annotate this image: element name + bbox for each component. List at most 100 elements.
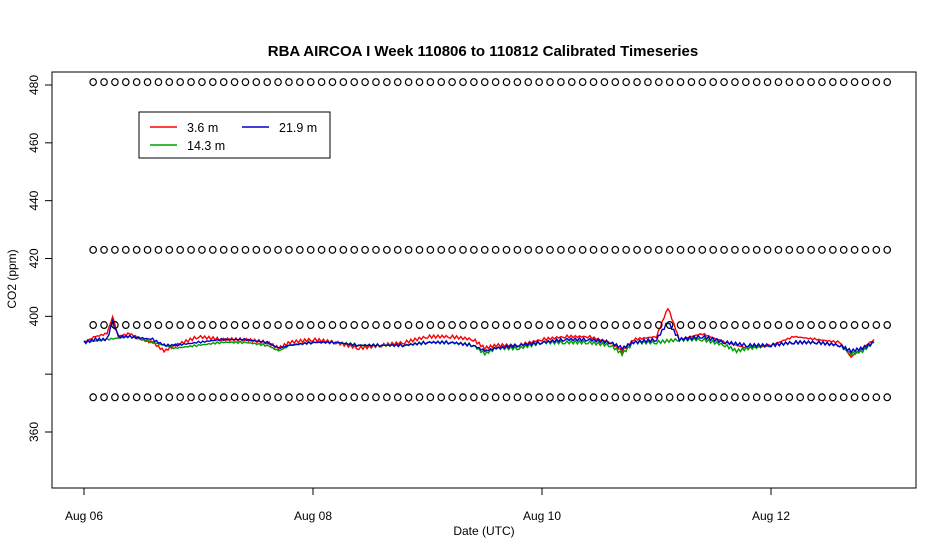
calibration-marker — [252, 321, 261, 330]
calibration-marker — [296, 393, 304, 402]
calibration-marker — [350, 245, 359, 254]
legend-label: 21.9 m — [279, 121, 317, 135]
calibration-marker — [361, 321, 369, 330]
calibration-marker — [818, 393, 826, 402]
calibration-marker — [176, 321, 184, 330]
calibration-marker — [361, 393, 369, 402]
calibration-marker — [426, 78, 435, 87]
calibration-marker — [176, 78, 184, 87]
legend-box — [138, 111, 331, 159]
calibration-marker — [524, 393, 533, 402]
calibration-marker — [459, 78, 467, 87]
calibration-marker — [491, 393, 500, 402]
calibration-marker — [132, 321, 141, 330]
calibration-marker — [611, 245, 620, 254]
calibration-marker — [143, 245, 152, 254]
calibration-marker — [111, 245, 119, 254]
calibration-marker — [829, 245, 837, 254]
calibration-marker — [111, 78, 119, 87]
legend: 3.6 m 14.3 m 21.9 m — [138, 111, 331, 159]
calibration-marker — [774, 245, 783, 254]
series-layer — [83, 307, 875, 359]
calibration-marker — [861, 245, 870, 254]
calibration-marker — [241, 245, 250, 254]
calibration-marker — [437, 321, 446, 330]
calibration-marker — [121, 393, 130, 402]
calibration-marker — [198, 321, 206, 330]
y-tick-label: 400 — [27, 306, 41, 326]
calibration-marker — [198, 245, 206, 254]
calibration-marker — [372, 245, 380, 254]
calibration-marker — [513, 78, 522, 87]
calibration-marker — [883, 245, 892, 254]
calibration-marker — [296, 321, 304, 330]
calibration-marker — [404, 393, 413, 402]
calibration-marker — [350, 393, 359, 402]
calibration-marker — [187, 321, 195, 330]
calibration-marker — [502, 78, 511, 87]
calibration-marker — [383, 78, 391, 87]
calibration-marker — [611, 321, 620, 330]
calibration-marker — [426, 245, 435, 254]
calibration-marker — [219, 321, 228, 330]
calibration-marker — [807, 321, 815, 330]
calibration-marker — [644, 321, 652, 330]
calibration-marker — [383, 393, 391, 402]
calibration-marker — [285, 245, 293, 254]
calibration-marker — [557, 78, 565, 87]
calibration-marker — [839, 78, 848, 87]
calibration-marker — [198, 393, 206, 402]
calibration-marker — [415, 245, 424, 254]
calibration-marker — [742, 393, 750, 402]
calibration-marker — [317, 245, 326, 254]
calibration-marker — [317, 393, 326, 402]
calibration-marker — [459, 321, 467, 330]
calibration-marker — [426, 321, 435, 330]
series-line-14-3-m — [83, 334, 875, 358]
calibration-marker — [154, 245, 163, 254]
calibration-marker — [742, 78, 750, 87]
calibration-marker — [132, 78, 141, 87]
calibration-marker — [470, 393, 478, 402]
calibration-marker — [785, 245, 794, 254]
calibration-marker — [513, 393, 522, 402]
calibration-marker — [296, 78, 304, 87]
calibration-marker — [121, 245, 130, 254]
calibration-marker — [350, 321, 359, 330]
calibration-marker — [633, 321, 641, 330]
calibration-marker — [491, 78, 500, 87]
calibration-marker — [633, 78, 641, 87]
calibration-marker — [209, 321, 217, 330]
calibration-marker — [850, 321, 859, 330]
calibration-marker — [165, 321, 174, 330]
calibration-marker — [404, 321, 413, 330]
calibration-marker — [100, 78, 108, 87]
calibration-marker — [665, 78, 674, 87]
calibration-marker — [198, 78, 206, 87]
calibration-marker — [448, 321, 456, 330]
calibration-marker — [470, 245, 478, 254]
legend-label: 3.6 m — [187, 121, 218, 135]
calibration-marker — [502, 321, 511, 330]
calibration-marker — [306, 321, 315, 330]
calibration-marker — [622, 78, 630, 87]
calibration-marker — [687, 321, 696, 330]
calibration-marker — [317, 321, 326, 330]
calibration-marker — [274, 321, 282, 330]
calibration-marker — [350, 78, 359, 87]
calibration-marker — [883, 78, 892, 87]
calibration-marker — [187, 393, 195, 402]
calibration-marker — [524, 245, 533, 254]
calibration-marker — [187, 245, 195, 254]
calibration-marker — [600, 393, 609, 402]
x-tick-label: Aug 12 — [752, 509, 790, 523]
calibration-marker — [263, 393, 272, 402]
calibration-marker — [676, 78, 685, 87]
calibration-marker — [219, 393, 228, 402]
calibration-marker — [861, 321, 870, 330]
calibration-marker — [774, 393, 783, 402]
calibration-marker — [415, 78, 424, 87]
calibration-marker — [731, 245, 739, 254]
calibration-marker — [546, 393, 554, 402]
calibration-marker — [763, 78, 772, 87]
